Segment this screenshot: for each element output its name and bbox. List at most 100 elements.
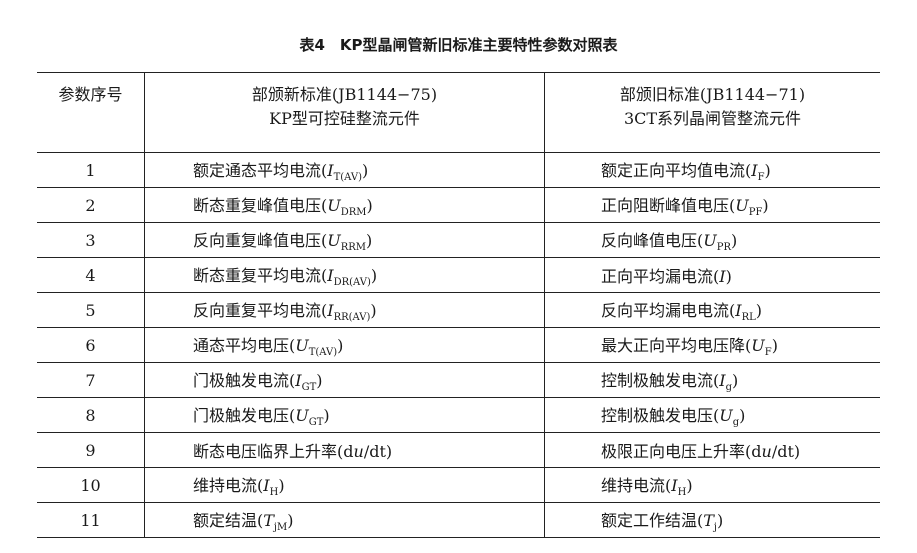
symbol: I bbox=[719, 370, 726, 390]
param-text: 门极触发电压( bbox=[193, 405, 296, 425]
table-row: 7 门极触发电流(IGT) 控制极触发电流(Ig) bbox=[37, 362, 880, 398]
param-text: ) bbox=[370, 300, 377, 320]
param-no: 5 bbox=[37, 292, 145, 328]
param-text: ) bbox=[337, 335, 344, 355]
param-text: 正向阻断峰值电压( bbox=[601, 195, 736, 215]
new-standard-param: 反向重复平均电流(IRR(AV)) bbox=[144, 292, 545, 328]
symbol: u bbox=[761, 442, 772, 461]
header-old-standard: 部颁旧标准(JB1144−71) 3CT系列晶闸管整流元件 bbox=[544, 72, 880, 153]
new-standard-param: 额定结温(TjM) bbox=[144, 502, 545, 538]
symbol: I bbox=[327, 265, 334, 285]
symbol: U bbox=[735, 195, 749, 215]
subscript: RL bbox=[741, 312, 756, 324]
subscript: GT bbox=[301, 382, 317, 394]
param-no: 2 bbox=[37, 187, 145, 223]
table-row: 1 额定通态平均电流(IT(AV)) 额定正向平均值电流(IF) bbox=[37, 152, 880, 188]
header-old-line1: 部颁旧标准(JB1144−71) bbox=[619, 85, 806, 104]
param-text: /dt) bbox=[771, 442, 801, 461]
param-text: 极限正向电压上升率(d bbox=[601, 442, 762, 461]
param-text: 控制极触发电流( bbox=[601, 370, 720, 390]
param-text: ) bbox=[278, 475, 285, 495]
new-standard-param: 断态重复平均电流(IDR(AV)) bbox=[144, 257, 545, 293]
param-text: 额定通态平均电流( bbox=[193, 160, 328, 180]
parameter-table: 参数序号 部颁新标准(JB1144−75) KP型可控硅整流元件 部颁旧标准(J… bbox=[37, 72, 880, 538]
new-standard-param: 断态电压临界上升率(du/dt) bbox=[144, 432, 545, 468]
symbol: I bbox=[327, 300, 334, 320]
new-standard-param: 门极触发电流(IGT) bbox=[144, 362, 545, 398]
param-text: 通态平均电压( bbox=[193, 335, 296, 355]
param-no: 4 bbox=[37, 257, 145, 293]
param-no: 1 bbox=[37, 152, 145, 188]
param-no: 8 bbox=[37, 397, 145, 433]
new-standard-param: 反向重复峰值电压(URRM) bbox=[144, 222, 545, 258]
old-standard-param: 控制极触发电流(Ig) bbox=[544, 362, 880, 398]
param-text: ) bbox=[323, 405, 330, 425]
param-text: 反向重复平均电流( bbox=[193, 300, 328, 320]
param-text: 断态重复平均电流( bbox=[193, 265, 328, 285]
symbol: U bbox=[327, 230, 341, 250]
subscript: DRM bbox=[340, 207, 367, 219]
symbol: I bbox=[263, 475, 270, 495]
param-text: ) bbox=[771, 335, 778, 355]
old-standard-param: 额定正向平均值电流(IF) bbox=[544, 152, 880, 188]
param-text: ) bbox=[762, 195, 769, 215]
header-new-line1: 部颁新标准(JB1144−75) bbox=[251, 85, 438, 104]
new-standard-param: 维持电流(IH) bbox=[144, 467, 545, 503]
param-no: 9 bbox=[37, 432, 145, 468]
new-standard-param: 断态重复峰值电压(UDRM) bbox=[144, 187, 545, 223]
symbol: U bbox=[295, 405, 309, 425]
param-text: ) bbox=[370, 265, 378, 285]
old-standard-param: 正向阻断峰值电压(UPF) bbox=[544, 187, 880, 223]
subscript: F bbox=[764, 347, 772, 359]
subscript: RR(AV) bbox=[333, 312, 371, 324]
param-text: 反向平均漏电电流( bbox=[601, 300, 736, 320]
param-text: ) bbox=[755, 300, 762, 320]
param-text: ) bbox=[366, 195, 373, 215]
param-text: ) bbox=[316, 370, 323, 390]
param-text: 断态电压临界上升率(d bbox=[193, 442, 354, 461]
param-text: 维持电流( bbox=[193, 475, 264, 495]
param-text: 维持电流( bbox=[601, 475, 672, 495]
table-row: 8 门极触发电压(UGT) 控制极触发电压(Ug) bbox=[37, 397, 880, 433]
table-header-row: 参数序号 部颁新标准(JB1144−75) KP型可控硅整流元件 部颁旧标准(J… bbox=[37, 72, 880, 153]
new-standard-param: 门极触发电压(UGT) bbox=[144, 397, 545, 433]
param-text: ) bbox=[725, 267, 732, 286]
param-text: ) bbox=[731, 370, 739, 390]
param-text: ) bbox=[731, 230, 738, 250]
header-new-standard: 部颁新标准(JB1144−75) KP型可控硅整流元件 bbox=[144, 72, 545, 153]
table-row: 6 通态平均电压(UT(AV)) 最大正向平均电压降(UF) bbox=[37, 327, 880, 363]
old-standard-param: 控制极触发电压(Ug) bbox=[544, 397, 880, 433]
symbol: I bbox=[295, 370, 302, 390]
table-row: 3 反向重复峰值电压(URRM) 反向峰值电压(UPR) bbox=[37, 222, 880, 258]
subscript: T(AV) bbox=[308, 347, 338, 359]
subscript: j bbox=[713, 522, 718, 534]
symbol: I bbox=[671, 475, 678, 495]
subscript: PR bbox=[716, 242, 731, 254]
param-text: ) bbox=[287, 510, 294, 530]
symbol: I bbox=[735, 300, 742, 320]
subscript: g bbox=[732, 417, 740, 429]
param-text: ) bbox=[717, 510, 724, 530]
param-no: 6 bbox=[37, 327, 145, 363]
subscript: H bbox=[677, 487, 687, 499]
symbol: u bbox=[353, 442, 364, 461]
table-title: 表4 KP型晶闸管新旧标准主要特性参数对照表 bbox=[299, 36, 618, 54]
table-row: 10 维持电流(IH) 维持电流(IH) bbox=[37, 467, 880, 503]
symbol: U bbox=[719, 405, 733, 425]
old-standard-param: 反向平均漏电电流(IRL) bbox=[544, 292, 880, 328]
subscript: F bbox=[757, 172, 765, 184]
param-text: 正向平均漏电流( bbox=[601, 267, 720, 286]
param-text: 最大正向平均电压降( bbox=[601, 335, 752, 355]
param-text: ) bbox=[739, 405, 746, 425]
param-text: ) bbox=[764, 160, 771, 180]
subscript: jM bbox=[273, 522, 288, 534]
param-text: /dt) bbox=[363, 442, 393, 461]
header-new-line2: KP型可控硅整流元件 bbox=[269, 109, 420, 128]
symbol: U bbox=[703, 230, 717, 250]
symbol: I bbox=[751, 160, 758, 180]
param-text: ) bbox=[686, 475, 693, 495]
header-param-no: 参数序号 bbox=[37, 72, 145, 153]
param-no: 3 bbox=[37, 222, 145, 258]
symbol: T bbox=[263, 510, 274, 530]
